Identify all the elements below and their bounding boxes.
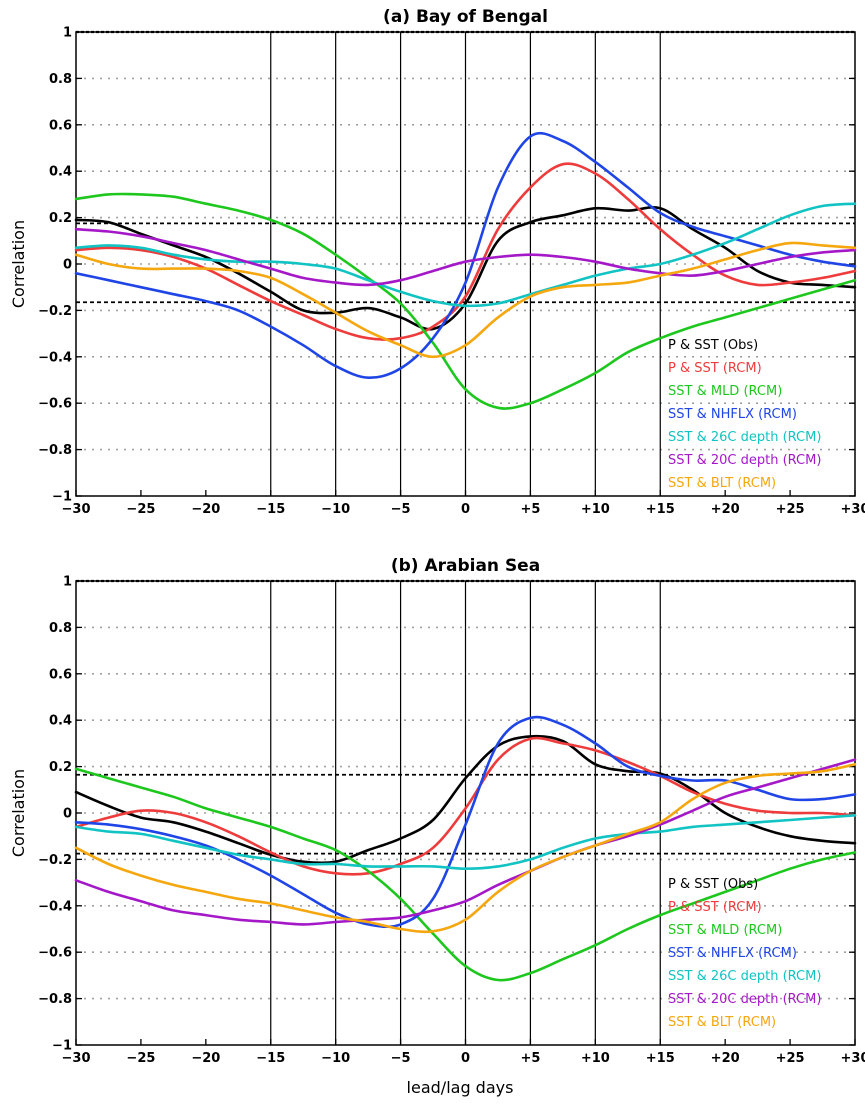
x-tick-label: +15 <box>646 502 675 517</box>
series-line-obs <box>74 734 857 865</box>
y-tick-label: 0.4 <box>49 714 72 729</box>
y-tick-label: −0.4 <box>38 899 72 914</box>
y-tick-label: −1 <box>52 490 72 505</box>
series-line-nhflx <box>74 715 857 929</box>
x-tick-label: +20 <box>711 1051 740 1066</box>
y-tick-label: 0 <box>63 807 72 822</box>
legend-entry-obs: P & SST (Obs) <box>668 877 758 892</box>
series-line-mld <box>74 192 857 410</box>
x-tick-label: +5 <box>520 1051 540 1066</box>
y-tick-label: −0.8 <box>38 992 72 1007</box>
x-tick-label: +20 <box>711 502 740 517</box>
y-tick-label: −0.4 <box>38 350 72 365</box>
x-tick-label: +30 <box>841 502 865 517</box>
legend-entry-mld: SST & MLD (RCM) <box>668 923 782 938</box>
x-tick-label: −10 <box>321 1051 350 1066</box>
legend-entry-nhflx: SST & NHFLX (RCM) <box>668 946 797 961</box>
legend-entry-p_sst_rcm: P & SST (RCM) <box>668 361 762 376</box>
y-tick-label: 0.2 <box>49 211 72 226</box>
legend-entry-d26: SST & 26C depth (RCM) <box>668 969 821 984</box>
y-tick-label: 0.8 <box>49 72 72 87</box>
y-tick-label: −0.2 <box>38 304 72 319</box>
x-tick-label: −25 <box>126 502 155 517</box>
series-line-d20 <box>74 758 857 926</box>
legend-entry-mld: SST & MLD (RCM) <box>668 384 782 399</box>
legend-entry-p_sst_rcm: P & SST (RCM) <box>668 900 762 915</box>
x-tick-label: +15 <box>646 1051 675 1066</box>
x-tick-label: −5 <box>391 502 411 517</box>
chart-title: (a) Bay of Bengal <box>383 7 548 27</box>
x-tick-label: +10 <box>581 1051 610 1066</box>
y-tick-label: 0.6 <box>49 118 72 133</box>
series-line-blt <box>74 763 857 934</box>
series-line-d26 <box>74 202 857 308</box>
chart-panel-1: (a) Bay of Bengal Correlation −1 −0.8 −0.6 −0… <box>9 7 865 517</box>
y-tick-label: −0.8 <box>38 443 72 458</box>
chart-panel-2: (b) Arabian Sea Correlation −1 −0.8 −0.6 −0.4… <box>9 556 865 1066</box>
y-tick-label: 1 <box>63 26 72 41</box>
legend-entry-nhflx: SST & NHFLX (RCM) <box>668 407 797 422</box>
x-tick-label: −15 <box>256 502 285 517</box>
y-tick-label: −0.6 <box>38 946 72 961</box>
series-line-d20 <box>74 227 857 287</box>
x-tick-label: −20 <box>191 502 220 517</box>
x-tick-label: −30 <box>62 502 91 517</box>
legend-entry-obs: P & SST (Obs) <box>668 338 758 353</box>
x-tick-label: +30 <box>841 1051 865 1066</box>
x-tick-label: −30 <box>62 1051 91 1066</box>
x-tick-label: −10 <box>321 502 350 517</box>
legend-entry-d20: SST & 20C depth (RCM) <box>668 992 821 1007</box>
y-tick-label: 0.4 <box>49 165 72 180</box>
y-axis-label: Correlation <box>9 769 28 857</box>
series-line-nhflx <box>74 131 857 380</box>
y-axis-label: Correlation <box>9 220 28 308</box>
series-line-mld <box>74 767 857 982</box>
y-tick-label: 0 <box>63 258 72 273</box>
series-line-p_sst_rcm <box>74 736 857 876</box>
x-tick-label: 0 <box>461 1051 470 1066</box>
chart-title: (b) Arabian Sea <box>391 556 540 576</box>
x-tick-label: −25 <box>126 1051 155 1066</box>
legend-entry-blt: SST & BLT (RCM) <box>668 1015 776 1030</box>
x-tick-label: +5 <box>520 502 540 517</box>
x-tick-label: −15 <box>256 1051 285 1066</box>
x-tick-label: −20 <box>191 1051 220 1066</box>
y-tick-label: −0.2 <box>38 853 72 868</box>
series-line-obs <box>74 206 857 331</box>
y-tick-label: 0.8 <box>49 621 72 636</box>
x-tick-label: −5 <box>391 1051 411 1066</box>
legend-entry-d26: SST & 26C depth (RCM) <box>668 430 821 445</box>
legend-entry-blt: SST & BLT (RCM) <box>668 476 776 491</box>
series-line-blt <box>74 241 857 359</box>
x-tick-label: +25 <box>776 502 805 517</box>
y-tick-label: 0.6 <box>49 667 72 682</box>
y-tick-label: 0.2 <box>49 760 72 775</box>
series-line-d26 <box>74 814 857 870</box>
x-tick-label: 0 <box>461 502 470 517</box>
x-tick-label: +10 <box>581 502 610 517</box>
legend-entry-d20: SST & 20C depth (RCM) <box>668 453 821 468</box>
x-tick-label: +25 <box>776 1051 805 1066</box>
x-axis-label: lead/lag days <box>407 1078 514 1097</box>
y-tick-label: −0.6 <box>38 397 72 412</box>
y-tick-label: 1 <box>63 575 72 590</box>
y-tick-label: −1 <box>52 1039 72 1054</box>
